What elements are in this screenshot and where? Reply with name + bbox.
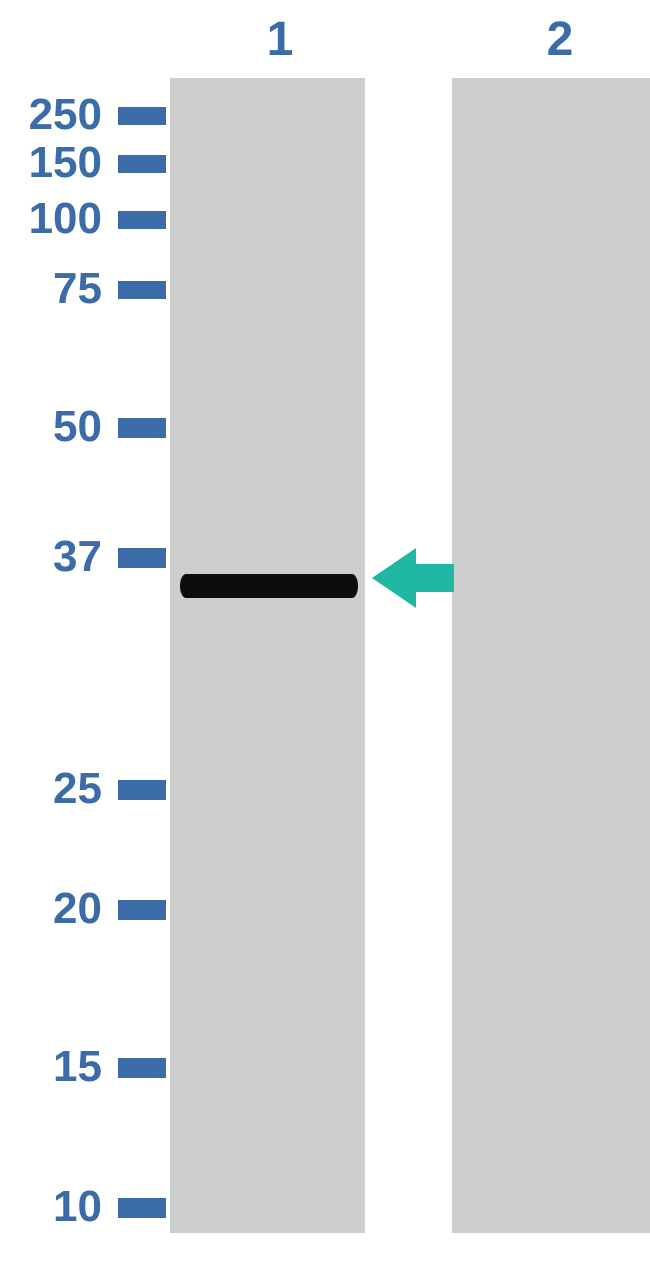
marker-250-label: 250 [12,90,102,140]
marker-10-dash [118,1198,166,1218]
marker-75-dash [118,281,166,299]
marker-25-dash [118,780,166,800]
marker-75-label: 75 [36,264,102,314]
marker-15-label: 15 [36,1042,102,1092]
marker-150-dash [118,155,166,173]
marker-100-label: 100 [12,194,102,244]
marker-150-label: 150 [12,138,102,188]
marker-50-dash [118,418,166,438]
lane-2 [452,78,650,1233]
marker-20-label: 20 [36,884,102,934]
marker-250-dash [118,107,166,125]
marker-50-label: 50 [36,402,102,452]
lane-2-header: 2 [530,12,590,67]
band-arrow-icon [372,548,454,608]
marker-15-dash [118,1058,166,1078]
lane-1 [170,78,365,1233]
marker-37-dash [118,548,166,568]
protein-band-lane-1 [180,574,358,598]
marker-10-label: 10 [36,1182,102,1232]
marker-37-label: 37 [36,532,102,582]
blot-figure: 1 2 250 150 100 75 50 37 25 20 15 10 [0,0,650,1270]
marker-20-dash [118,900,166,920]
lane-1-header: 1 [250,12,310,67]
marker-25-label: 25 [36,764,102,814]
marker-100-dash [118,211,166,229]
